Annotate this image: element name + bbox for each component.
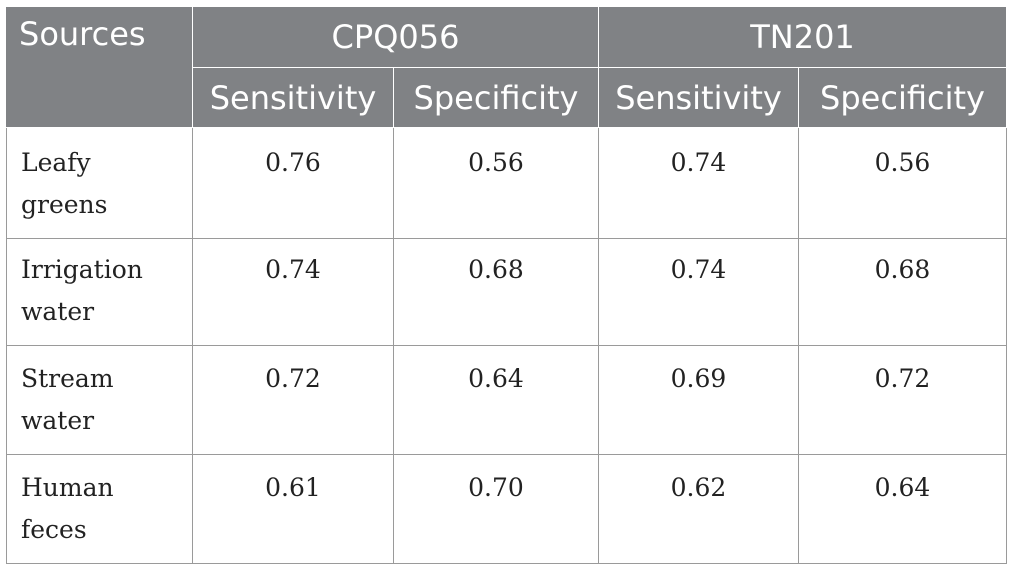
table-cell: 0.64 (798, 454, 1007, 564)
table-row: Irrigation water 0.74 0.68 0.74 0.68 (6, 238, 1007, 346)
row-source-label: Stream water (6, 345, 193, 455)
results-table: Sources CPQ056 TN201 Sensitivity Specifi… (6, 6, 1007, 564)
table-body: Leafy greens 0.76 0.56 0.74 0.56 Irrigat… (6, 127, 1007, 564)
header-row-metrics: Sensitivity Specificity Sensitivity Spec… (7, 67, 1007, 128)
table-cell: 0.62 (598, 454, 799, 564)
table-cell: 0.76 (192, 127, 394, 239)
table-row: Stream water 0.72 0.64 0.69 0.72 (6, 345, 1007, 455)
row-source-label: Irrigation water (6, 238, 193, 346)
header-group-tn201: TN201 (598, 6, 1007, 68)
table-cell: 0.69 (598, 345, 799, 455)
table-cell: 0.68 (393, 238, 599, 346)
header-row-groups: Sources CPQ056 TN201 (6, 6, 1007, 128)
table-cell: 0.74 (598, 238, 799, 346)
header-sensitivity: Sensitivity (192, 67, 394, 128)
table-cell: 0.74 (598, 127, 799, 239)
table-row: Leafy greens 0.76 0.56 0.74 0.56 (6, 127, 1007, 239)
table-cell: 0.74 (192, 238, 394, 346)
header-specificity: Specificity (798, 67, 1007, 128)
table-row: Human feces 0.61 0.70 0.62 0.64 (6, 454, 1007, 564)
header-group-cpq056: CPQ056 (192, 6, 599, 68)
header-specificity: Specificity (393, 67, 599, 128)
table-header: Sources CPQ056 TN201 Sensitivity Specifi… (6, 6, 1007, 128)
row-source-label: Leafy greens (6, 127, 193, 239)
table-cell: 0.68 (798, 238, 1007, 346)
table-cell: 0.56 (798, 127, 1007, 239)
table-cell: 0.72 (192, 345, 394, 455)
header-sensitivity: Sensitivity (598, 67, 799, 128)
table-cell: 0.56 (393, 127, 599, 239)
table-cell: 0.72 (798, 345, 1007, 455)
table-cell: 0.70 (393, 454, 599, 564)
results-table-container: Sources CPQ056 TN201 Sensitivity Specifi… (6, 6, 1007, 564)
table-cell: 0.64 (393, 345, 599, 455)
header-sources: Sources (6, 6, 193, 128)
row-source-label: Human feces (6, 454, 193, 564)
table-cell: 0.61 (192, 454, 394, 564)
